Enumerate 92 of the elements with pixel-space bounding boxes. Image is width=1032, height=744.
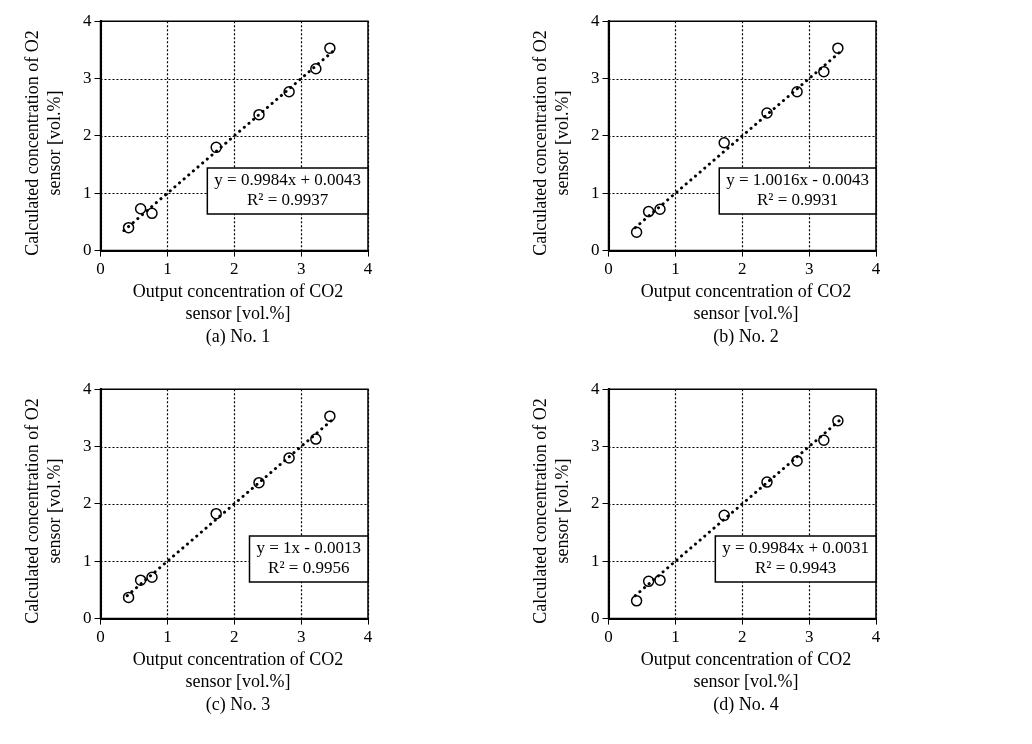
y-tick-label: 4 — [83, 378, 92, 398]
point — [146, 571, 158, 584]
point — [818, 434, 830, 446]
y-tick-label: 3 — [591, 436, 600, 456]
y-tick-label: 4 — [591, 10, 600, 30]
x-tick-label: 1 — [671, 627, 680, 647]
point — [718, 509, 730, 522]
point — [283, 452, 295, 464]
y-tick-label: 1 — [83, 182, 92, 202]
y-tick-label: 2 — [83, 125, 92, 145]
x-axis-title: Output concentration of CO2 sensor [vol.%] — [131, 648, 345, 692]
x-tick-label: 3 — [296, 627, 306, 647]
x-tick-label: 0 — [96, 259, 105, 279]
x-tick-label: 2 — [738, 259, 747, 279]
point — [122, 591, 135, 604]
y-tick-label: 1 — [591, 550, 600, 570]
point — [642, 575, 655, 588]
annotation: y = 0.9984x + 0.0031 — [722, 538, 870, 558]
x-tick-label: 3 — [804, 259, 814, 279]
point — [134, 202, 147, 215]
x-tick-label: 3 — [804, 627, 814, 647]
y-axis-title: Calculated concentration of O2 sensor [vol.%] — [529, 29, 573, 258]
point — [283, 85, 295, 98]
point — [718, 137, 730, 149]
x-tick-label: 3 — [296, 259, 306, 279]
y-tick-label: 1 — [83, 550, 92, 570]
y-tick-label: 3 — [83, 68, 92, 88]
y-tick-label: 2 — [83, 493, 92, 513]
y-tick-label: 2 — [591, 125, 600, 145]
point — [791, 85, 803, 98]
x-tick-label: 2 — [230, 259, 239, 279]
x-tick-label: 2 — [230, 627, 239, 647]
y-tick-label: 3 — [83, 436, 92, 456]
annotation: y = 1x - 0.0013 — [256, 538, 361, 558]
point — [134, 574, 147, 586]
y-tick-label: 3 — [591, 68, 600, 88]
point — [210, 141, 222, 154]
annotation: R² = 0.9931 — [756, 190, 839, 210]
point — [761, 107, 773, 119]
text: (d) No. 4 — [712, 693, 780, 715]
x-tick-label: 4 — [363, 627, 373, 647]
point — [818, 65, 830, 78]
x-tick-label: 0 — [604, 259, 613, 279]
x-tick-label: 1 — [671, 259, 680, 279]
annotation: R² = 0.9943 — [755, 558, 837, 578]
point — [654, 203, 666, 216]
y-axis-title: Calculated concentration of O2 sensor [vol.%] — [529, 397, 573, 626]
point — [253, 108, 265, 121]
x-axis-title: Output concentration of CO2 sensor [vol.%] — [131, 280, 345, 324]
point — [654, 574, 666, 586]
point — [146, 207, 158, 220]
point — [630, 595, 643, 607]
x-tick-label: 1 — [163, 627, 172, 647]
text: (a) No. 1 — [204, 325, 272, 347]
x-tick-label: 0 — [604, 627, 613, 647]
point — [642, 205, 655, 218]
x-axis-title: Output concentration of CO2 sensor [vol.%] — [639, 648, 853, 692]
text: (b) No. 2 — [712, 325, 780, 347]
y-tick-label: 4 — [591, 378, 600, 398]
y-tick-label: 0 — [591, 240, 600, 260]
y-tick-label: 2 — [591, 493, 600, 513]
x-tick-label: 0 — [96, 627, 105, 647]
annotation: y = 1.0016x - 0.0043 — [726, 170, 869, 190]
x-tick-label: 4 — [871, 627, 881, 647]
y-tick-label: 0 — [83, 240, 92, 260]
y-axis-title: Calculated concentration of O2 sensor [vol.%] — [21, 397, 65, 626]
point — [761, 476, 773, 488]
annotation: y = 0.9984x + 0.0043 — [214, 170, 362, 190]
point — [210, 507, 222, 520]
text: (c) No. 3 — [204, 693, 272, 715]
y-tick-label: 4 — [83, 10, 92, 30]
y-tick-label: 0 — [83, 608, 92, 628]
point — [791, 455, 803, 467]
point — [832, 414, 844, 427]
point — [630, 226, 643, 238]
x-tick-label: 2 — [738, 627, 747, 647]
y-axis-title: Calculated concentration of O2 sensor [vol.%] — [21, 29, 65, 258]
point — [832, 42, 844, 54]
point — [310, 433, 322, 445]
y-tick-label: 0 — [591, 608, 600, 628]
y-tick-label: 1 — [591, 182, 600, 202]
point — [324, 410, 336, 422]
annotation: R² = 0.9956 — [268, 558, 350, 578]
point — [310, 63, 322, 75]
annotation: R² = 0.9937 — [247, 190, 329, 210]
x-tick-label: 4 — [871, 259, 881, 279]
point — [324, 42, 336, 54]
x-axis-title: Output concentration of CO2 sensor [vol.%] — [639, 280, 853, 324]
x-tick-label: 1 — [163, 259, 172, 279]
point — [122, 221, 135, 234]
x-tick-label: 4 — [363, 259, 373, 279]
point — [253, 476, 265, 489]
